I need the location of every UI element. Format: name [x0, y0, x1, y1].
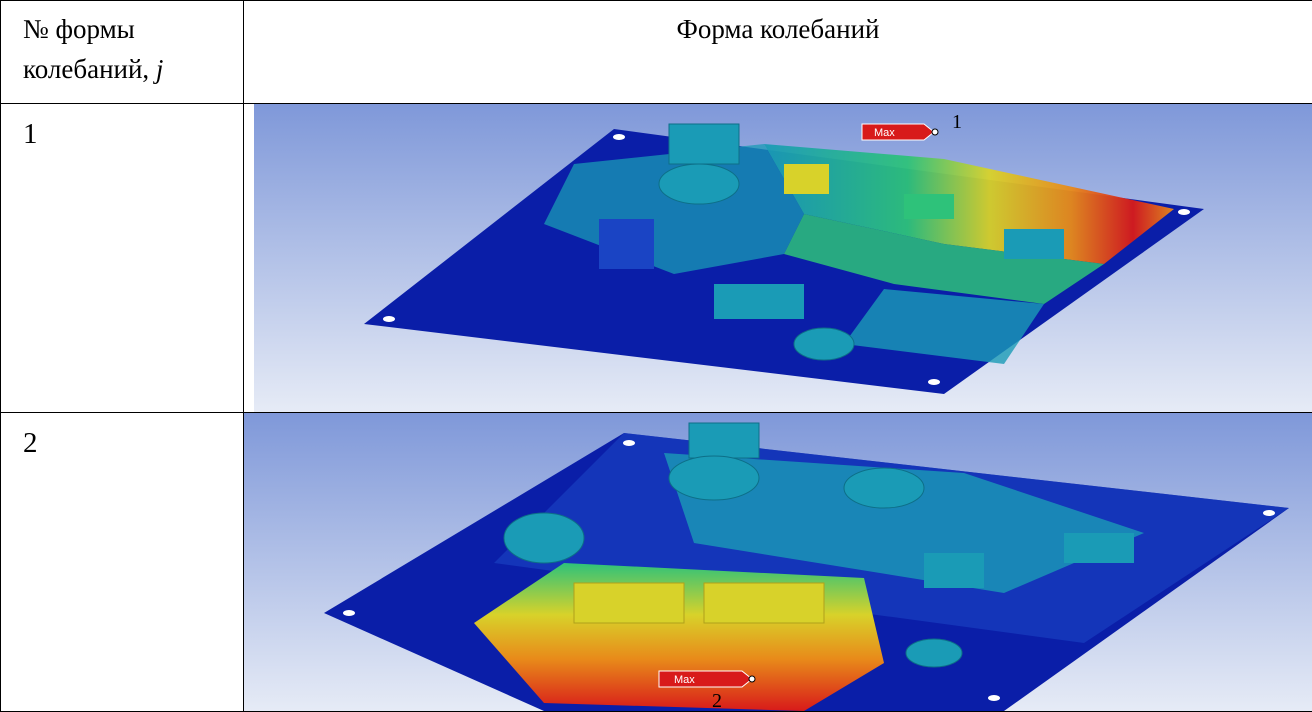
component-capacitor — [906, 639, 962, 667]
mode-number-cell: 1 — [1, 104, 244, 413]
mode-shape-image-1: Max 1 — [244, 104, 1312, 413]
component-block — [574, 583, 684, 623]
component-capacitor — [659, 164, 739, 204]
header-mode-number-var: j — [156, 54, 164, 84]
board-render-mode-2: Max 2 — [244, 413, 1312, 711]
max-label: Max — [874, 127, 895, 139]
mounting-hole — [928, 379, 940, 385]
max-marker: Max — [659, 671, 755, 687]
component-chip — [599, 219, 654, 269]
component-block — [669, 124, 739, 164]
mounting-hole — [1263, 510, 1275, 516]
header-mode-shape-label: Форма колебаний — [677, 14, 880, 44]
header-mode-number-label: № формы колебаний, — [23, 14, 149, 84]
mounting-hole — [988, 695, 1000, 701]
component-block — [904, 194, 954, 219]
component-block — [689, 423, 759, 458]
mounting-hole — [383, 316, 395, 322]
component-capacitor — [844, 468, 924, 508]
header-mode-number: № формы колебаний, j — [1, 1, 244, 104]
max-label: Max — [674, 674, 695, 686]
component-block — [784, 164, 829, 194]
component-block — [1064, 533, 1134, 563]
header-mode-shape: Форма колебаний — [244, 1, 1312, 104]
mounting-hole — [623, 440, 635, 446]
component-capacitor — [794, 328, 854, 360]
mode-callout: 2 — [712, 690, 722, 711]
component-block — [714, 284, 804, 319]
component-capacitor — [669, 456, 759, 500]
mounting-hole — [613, 134, 625, 140]
component-capacitor — [504, 513, 584, 563]
mode-number-cell: 2 — [1, 413, 244, 712]
component-block — [704, 583, 824, 623]
max-marker: Max — [862, 124, 938, 140]
mode-number: 2 — [23, 427, 38, 459]
mode-number: 1 — [23, 118, 38, 150]
mounting-hole — [1178, 209, 1190, 215]
mounting-hole — [343, 610, 355, 616]
component-block — [924, 553, 984, 588]
mode-shape-image-2: Max 2 — [244, 413, 1312, 712]
component-block — [1004, 229, 1064, 259]
board-render-mode-1: Max 1 — [244, 104, 1312, 412]
mode-callout: 1 — [952, 111, 962, 133]
